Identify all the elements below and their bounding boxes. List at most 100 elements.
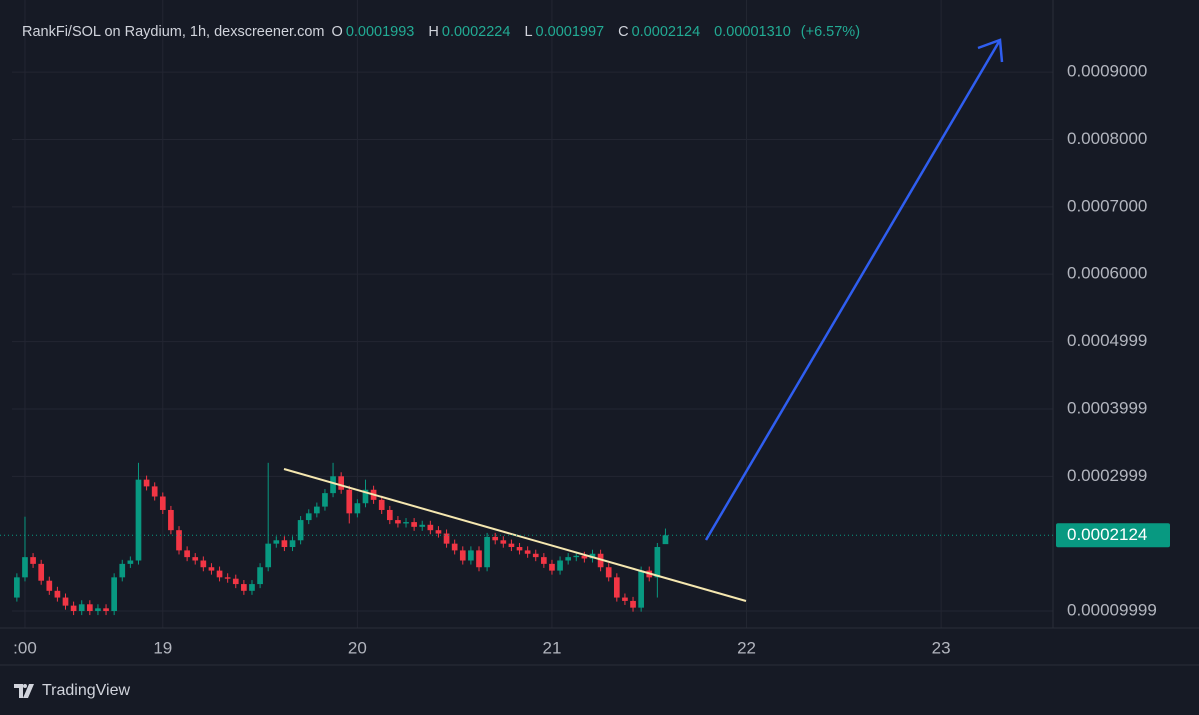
candle-body	[297, 520, 304, 541]
candle-body	[305, 513, 312, 521]
brand-name: TradingView	[42, 682, 131, 699]
candle-body	[281, 540, 288, 548]
candle-body	[192, 557, 199, 561]
candle-body	[468, 550, 474, 561]
close-key: C	[618, 24, 629, 40]
candle-body	[500, 540, 507, 544]
candle-body	[78, 604, 85, 612]
candle-body	[419, 524, 426, 527]
low-value: 0.0001997	[535, 24, 605, 40]
trend-line	[283, 468, 747, 602]
y-tick-label: 0.0008000	[1067, 129, 1147, 148]
open-value: 0.0001993	[345, 24, 415, 40]
candle-body	[200, 560, 207, 568]
candle-body	[581, 555, 588, 559]
y-tick-label: 0.0004999	[1067, 331, 1147, 350]
candle-body	[613, 577, 620, 598]
candle-body	[119, 563, 126, 578]
candle-body	[151, 486, 158, 497]
target-arrow	[704, 38, 1004, 541]
candle-body	[168, 509, 174, 531]
candle-body	[289, 540, 296, 548]
candle-body	[378, 499, 385, 510]
y-tick-label: 0.0006000	[1067, 264, 1147, 283]
candle-body	[62, 597, 69, 606]
candle-body	[127, 560, 134, 564]
low-key: L	[524, 24, 533, 40]
candle-body	[435, 530, 442, 534]
candle-body	[549, 563, 555, 571]
candle-body	[176, 530, 182, 551]
candle-body	[662, 535, 669, 545]
candle-body	[135, 479, 142, 561]
candle-body	[403, 522, 409, 524]
change: 0.00001310	[714, 24, 791, 40]
candle-body	[541, 557, 547, 564]
candle-body	[654, 547, 661, 578]
candle-body	[184, 550, 190, 558]
high-value: 0.0002224	[441, 24, 511, 40]
candle-body	[622, 597, 628, 601]
x-tick-label: 21	[542, 638, 561, 657]
candle-body	[143, 479, 150, 487]
x-tick-label: 19	[153, 638, 172, 657]
candle-body	[451, 543, 458, 551]
candle-body	[86, 604, 93, 612]
candle-body	[54, 590, 61, 598]
arrow-shaft	[704, 39, 1002, 541]
candle-body	[443, 533, 450, 544]
candle-body	[386, 509, 393, 521]
candle-body	[232, 578, 239, 585]
candle-body	[411, 522, 417, 527]
candle-body	[111, 577, 117, 612]
candle-body	[573, 555, 580, 558]
last-price-label: 0.0002124	[1067, 525, 1147, 544]
open-key: O	[331, 24, 343, 40]
y-tick-label: 0.00009999	[1067, 601, 1157, 620]
candle-body	[492, 536, 499, 541]
candle-body	[38, 563, 45, 581]
candle-body	[224, 577, 231, 579]
candle-body	[605, 567, 612, 578]
candle-body	[532, 553, 539, 558]
candle-body	[524, 550, 531, 554]
y-tick-label: 0.0007000	[1067, 196, 1147, 215]
brand[interactable]: TradingView	[14, 682, 130, 700]
candle-body	[346, 489, 353, 514]
candle-body	[516, 547, 523, 551]
y-tick-label: 0.0002999	[1067, 466, 1147, 485]
candle-body	[70, 605, 77, 612]
candle-body	[395, 520, 401, 524]
candle-body	[208, 567, 215, 571]
candle-body	[314, 506, 320, 514]
x-tick-label: :00	[13, 638, 37, 657]
candle-body	[630, 600, 636, 608]
change-percent: (+6.57%)	[800, 24, 861, 40]
x-tick-label: 23	[932, 638, 951, 657]
x-tick-label: 20	[348, 638, 367, 657]
candle-body	[273, 540, 280, 544]
candle-body	[459, 550, 466, 561]
last-price-tag	[1056, 523, 1170, 548]
candle-body	[354, 503, 361, 514]
candle-body	[95, 608, 101, 612]
legend: RankFi/SOL on Raydium, 1h, dexscreener.c…	[22, 24, 870, 40]
candle-body	[565, 557, 572, 561]
candle-body	[257, 567, 263, 585]
candle-body	[362, 489, 369, 504]
candle-body	[249, 584, 255, 591]
candle-body	[330, 476, 336, 494]
high-key: H	[428, 24, 439, 40]
candle-body	[14, 577, 20, 598]
candle-body	[159, 496, 166, 510]
y-tick-label: 0.0009000	[1067, 62, 1147, 81]
symbol: RankFi/SOL on Raydium, 1h, dexscreener.c…	[22, 24, 325, 40]
candle-body	[427, 524, 434, 531]
x-tick-label: 22	[737, 638, 756, 657]
y-tick-label: 0.0003999	[1067, 398, 1147, 417]
candle-body	[22, 557, 28, 578]
candle-body	[46, 580, 53, 591]
candle-body	[322, 493, 328, 507]
